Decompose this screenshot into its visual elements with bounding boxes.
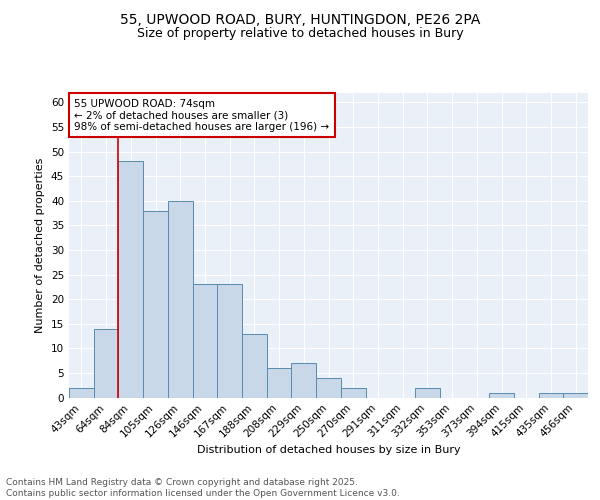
Bar [193, 284, 217, 398]
Y-axis label: Number of detached properties: Number of detached properties [35, 158, 46, 332]
Text: 55 UPWOOD ROAD: 74sqm
← 2% of detached houses are smaller (3)
98% of semi-detach: 55 UPWOOD ROAD: 74sqm ← 2% of detached h… [74, 98, 329, 132]
Text: Contains HM Land Registry data © Crown copyright and database right 2025.
Contai: Contains HM Land Registry data © Crown c… [6, 478, 400, 498]
Bar [316, 378, 341, 398]
Bar [563, 392, 588, 398]
Bar [69, 388, 94, 398]
Bar [168, 200, 193, 398]
Bar [94, 328, 118, 398]
Bar [242, 334, 267, 398]
Bar [489, 392, 514, 398]
Bar [292, 363, 316, 398]
Text: 55, UPWOOD ROAD, BURY, HUNTINGDON, PE26 2PA: 55, UPWOOD ROAD, BURY, HUNTINGDON, PE26 … [120, 12, 480, 26]
X-axis label: Distribution of detached houses by size in Bury: Distribution of detached houses by size … [197, 445, 460, 455]
Bar [341, 388, 365, 398]
Bar [539, 392, 563, 398]
Text: Size of property relative to detached houses in Bury: Size of property relative to detached ho… [137, 28, 463, 40]
Bar [217, 284, 242, 398]
Bar [267, 368, 292, 398]
Bar [143, 210, 168, 398]
Bar [415, 388, 440, 398]
Bar [118, 162, 143, 398]
